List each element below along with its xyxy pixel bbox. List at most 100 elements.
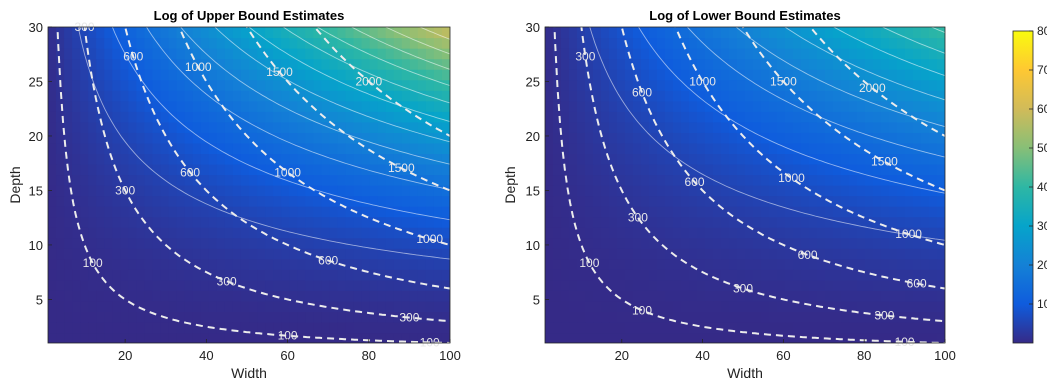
heatmap-cell <box>417 321 427 334</box>
heatmap-cell <box>265 237 274 249</box>
heatmap-cell <box>641 69 650 81</box>
solid-contour-line <box>784 27 945 101</box>
heatmap-cell <box>881 142 890 154</box>
heatmap-cell <box>176 121 186 133</box>
heatmap-cell <box>785 269 794 281</box>
heatmap-cell <box>769 79 778 91</box>
heatmap-cell <box>905 248 914 260</box>
heatmap-cell <box>913 269 922 281</box>
heatmap-cell <box>633 248 642 260</box>
heatmap-cell <box>817 311 826 323</box>
heatmap-cell <box>425 90 435 102</box>
heatmap-cell <box>409 48 419 60</box>
heatmap-cell <box>929 69 938 81</box>
heatmap-cell <box>361 237 371 249</box>
heatmap-cell <box>56 48 65 60</box>
heatmap-cell <box>401 111 411 123</box>
heatmap-cell <box>809 37 818 49</box>
heatmap-cell <box>48 37 57 49</box>
heatmap-cell <box>136 311 146 323</box>
heatmap-cell <box>56 248 65 260</box>
heatmap-cell <box>625 300 634 312</box>
heatmap-cell <box>841 216 850 228</box>
heatmap-cell <box>313 132 322 144</box>
heatmap-cell <box>689 321 698 334</box>
heatmap-cell <box>801 185 810 197</box>
heatmap-cell <box>745 37 754 49</box>
heatmap-cell <box>232 27 242 39</box>
heatmap-cell <box>641 279 650 291</box>
heatmap-cell <box>937 311 945 323</box>
heatmap-cell <box>152 79 162 91</box>
heatmap-cell <box>673 142 682 154</box>
heatmap-cell <box>553 206 562 218</box>
heatmap-cell <box>88 279 97 291</box>
heatmap-cell <box>441 311 450 323</box>
heatmap-cell <box>96 163 105 176</box>
heatmap-cell <box>817 174 826 186</box>
heatmap-cell <box>689 185 698 197</box>
heatmap-cell <box>737 174 746 186</box>
heatmap-cell <box>641 142 650 154</box>
heatmap-cell <box>585 258 594 270</box>
heatmap-cell <box>200 195 210 207</box>
heatmap-cell <box>553 300 562 312</box>
heatmap-cell <box>313 248 322 260</box>
heatmap-cell <box>625 216 634 228</box>
heatmap-cell <box>905 195 914 207</box>
heatmap-cell <box>224 48 234 60</box>
heatmap-cell <box>96 69 105 81</box>
heatmap-cell <box>417 311 427 323</box>
heatmap-cell <box>601 332 610 343</box>
heatmap-cell <box>873 111 882 123</box>
heatmap-cell <box>88 58 97 70</box>
heatmap-cell <box>841 237 850 249</box>
heatmap-cell <box>377 111 387 123</box>
heatmap-cell <box>609 185 618 197</box>
heatmap-cell <box>609 311 618 323</box>
heatmap-cell <box>569 58 578 70</box>
heatmap-cell <box>337 174 347 186</box>
heatmap-cell <box>353 227 363 239</box>
heatmap-cell <box>833 100 842 112</box>
heatmap-cell <box>96 48 105 60</box>
heatmap-cell <box>192 279 202 291</box>
heatmap-cell <box>665 174 674 186</box>
heatmap-cell <box>48 311 57 323</box>
y-tick-label: 15 <box>29 183 43 198</box>
heatmap-cell <box>417 121 427 133</box>
heatmap-cell <box>785 100 794 112</box>
heatmap-cell <box>120 90 129 102</box>
heatmap-cell <box>144 206 154 218</box>
heatmap-cell <box>577 258 586 270</box>
heatmap-cell <box>705 290 714 302</box>
heatmap-cell <box>809 258 818 270</box>
heatmap-cell <box>184 27 194 39</box>
heatmap-cell <box>337 279 347 291</box>
heatmap-cell <box>913 27 922 39</box>
heatmap-cell <box>192 69 202 81</box>
heatmap-cell <box>240 48 250 60</box>
heatmap-cell <box>865 121 874 133</box>
heatmap-cell <box>80 321 89 334</box>
heatmap-cell <box>120 321 129 334</box>
heatmap-cell <box>249 206 258 218</box>
heatmap-cell <box>216 174 226 186</box>
heatmap-cell <box>297 279 306 291</box>
heatmap-cell <box>921 227 930 239</box>
heatmap-cell <box>577 216 586 228</box>
heatmap-cell <box>152 206 162 218</box>
heatmap-cell <box>889 185 898 197</box>
heatmap-cell <box>673 248 682 260</box>
heatmap-cell <box>777 185 786 197</box>
heatmap-cell <box>865 185 874 197</box>
heatmap-cell <box>433 48 443 60</box>
heatmap-cell <box>64 69 73 81</box>
heatmap-cell <box>345 153 355 165</box>
heatmap-cell <box>897 174 906 186</box>
heatmap-cell <box>345 332 355 343</box>
heatmap-cell <box>64 37 73 49</box>
heatmap-cell <box>889 90 898 102</box>
heatmap-cell <box>192 100 202 112</box>
heatmap-cell <box>841 69 850 81</box>
